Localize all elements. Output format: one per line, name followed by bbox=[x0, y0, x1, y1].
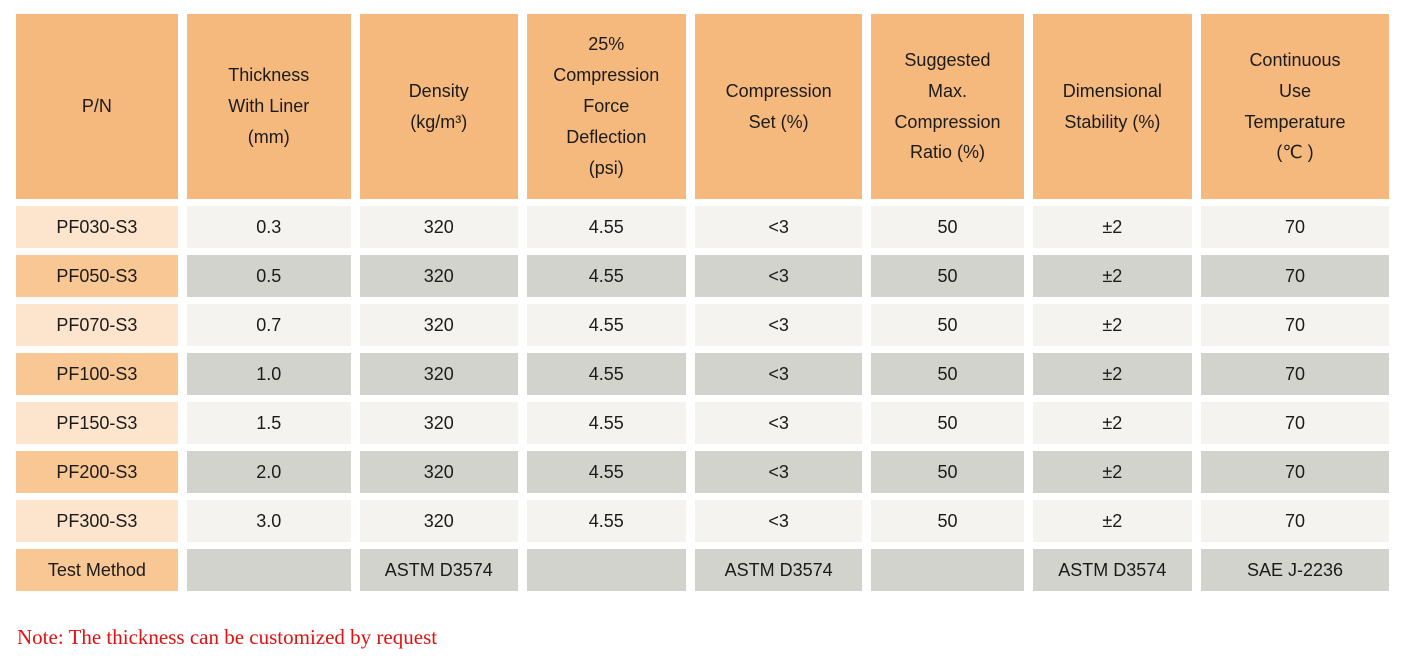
spec-table: P/N Thickness With Liner (mm) Density (kg/… bbox=[7, 7, 1398, 598]
row-test-method: Test Method ASTM D3574 ASTM D3574 ASTM D357… bbox=[16, 549, 1389, 591]
column-header-density: Density (kg/m³) bbox=[359, 14, 518, 199]
value-cell bbox=[871, 549, 1024, 591]
value-cell: 4.55 bbox=[526, 304, 686, 346]
column-header-suggested-max-compression-ratio: Suggested Max. Compression Ratio (%) bbox=[871, 14, 1024, 199]
value-cell: ±2 bbox=[1032, 402, 1192, 444]
value-cell: 50 bbox=[871, 500, 1024, 542]
row-pf100-s3: PF100-S3 1.0 320 4.55 <3 50 ±2 70 bbox=[16, 353, 1389, 395]
value-cell: 320 bbox=[359, 402, 518, 444]
value-cell: 0.3 bbox=[186, 206, 351, 248]
value-cell: 50 bbox=[871, 353, 1024, 395]
value-cell: ±2 bbox=[1032, 255, 1192, 297]
value-cell: <3 bbox=[694, 500, 863, 542]
value-cell: <3 bbox=[694, 353, 863, 395]
row-pf030-s3: PF030-S3 0.3 320 4.55 <3 50 ±2 70 bbox=[16, 206, 1389, 248]
value-cell: 4.55 bbox=[526, 451, 686, 493]
value-cell: 70 bbox=[1200, 255, 1389, 297]
column-header-thickness-with-liner: Thickness With Liner (mm) bbox=[186, 14, 351, 199]
value-cell: 50 bbox=[871, 206, 1024, 248]
value-cell: 320 bbox=[359, 451, 518, 493]
value-cell: 2.0 bbox=[186, 451, 351, 493]
value-cell: <3 bbox=[694, 206, 863, 248]
value-cell: 50 bbox=[871, 402, 1024, 444]
value-cell: <3 bbox=[694, 451, 863, 493]
value-cell: 320 bbox=[359, 255, 518, 297]
value-cell: 4.55 bbox=[526, 353, 686, 395]
value-cell: 320 bbox=[359, 304, 518, 346]
value-cell: ±2 bbox=[1032, 304, 1192, 346]
note-text: Note: The thickness can be customized by… bbox=[17, 625, 438, 649]
row-label: PF050-S3 bbox=[16, 255, 178, 297]
value-cell: ASTM D3574 bbox=[694, 549, 863, 591]
column-header-continuous-use-temperature: Continuous Use Temperature (℃ ) bbox=[1200, 14, 1389, 199]
value-cell: 1.5 bbox=[186, 402, 351, 444]
row-pf300-s3: PF300-S3 3.0 320 4.55 <3 50 ±2 70 bbox=[16, 500, 1389, 542]
value-cell bbox=[186, 549, 351, 591]
value-cell: 70 bbox=[1200, 402, 1389, 444]
row-pf200-s3: PF200-S3 2.0 320 4.55 <3 50 ±2 70 bbox=[16, 451, 1389, 493]
value-cell: 70 bbox=[1200, 304, 1389, 346]
value-cell: 320 bbox=[359, 500, 518, 542]
value-cell: ASTM D3574 bbox=[1032, 549, 1192, 591]
value-cell: <3 bbox=[694, 255, 863, 297]
value-cell: 3.0 bbox=[186, 500, 351, 542]
column-header-compression-set: Compression Set (%) bbox=[694, 14, 863, 199]
value-cell: 1.0 bbox=[186, 353, 351, 395]
value-cell: ASTM D3574 bbox=[359, 549, 518, 591]
value-cell: ±2 bbox=[1032, 451, 1192, 493]
value-cell: 70 bbox=[1200, 500, 1389, 542]
value-cell: SAE J-2236 bbox=[1200, 549, 1389, 591]
value-cell: 320 bbox=[359, 206, 518, 248]
column-header-pn: P/N bbox=[16, 14, 178, 199]
row-pf050-s3: PF050-S3 0.5 320 4.55 <3 50 ±2 70 bbox=[16, 255, 1389, 297]
value-cell: 50 bbox=[871, 255, 1024, 297]
value-cell: 0.5 bbox=[186, 255, 351, 297]
value-cell: <3 bbox=[694, 304, 863, 346]
value-cell: 70 bbox=[1200, 353, 1389, 395]
value-cell: 70 bbox=[1200, 451, 1389, 493]
value-cell: ±2 bbox=[1032, 206, 1192, 248]
row-label: PF030-S3 bbox=[16, 206, 178, 248]
spec-sheet: P/N Thickness With Liner (mm) Density (kg/… bbox=[7, 7, 1398, 649]
row-label: PF070-S3 bbox=[16, 304, 178, 346]
value-cell: 4.55 bbox=[526, 255, 686, 297]
table-body: PF030-S3 0.3 320 4.55 <3 50 ±2 70 PF050-S3 0.5 320… bbox=[16, 206, 1389, 591]
value-cell: 70 bbox=[1200, 206, 1389, 248]
value-cell: 4.55 bbox=[526, 500, 686, 542]
value-cell: <3 bbox=[694, 402, 863, 444]
row-pf150-s3: PF150-S3 1.5 320 4.55 <3 50 ±2 70 bbox=[16, 402, 1389, 444]
row-label: PF200-S3 bbox=[16, 451, 178, 493]
value-cell: 50 bbox=[871, 304, 1024, 346]
column-header-compression-force-deflection: 25% Compression Force Deflection (psi) bbox=[526, 14, 686, 199]
value-cell: 50 bbox=[871, 451, 1024, 493]
value-cell: ±2 bbox=[1032, 353, 1192, 395]
row-label: PF150-S3 bbox=[16, 402, 178, 444]
value-cell: 0.7 bbox=[186, 304, 351, 346]
value-cell: 4.55 bbox=[526, 402, 686, 444]
value-cell: 320 bbox=[359, 353, 518, 395]
value-cell: ±2 bbox=[1032, 500, 1192, 542]
column-header-dimensional-stability: Dimensional Stability (%) bbox=[1032, 14, 1192, 199]
row-label: PF100-S3 bbox=[16, 353, 178, 395]
header-row: P/N Thickness With Liner (mm) Density (kg/… bbox=[16, 14, 1389, 199]
row-pf070-s3: PF070-S3 0.7 320 4.55 <3 50 ±2 70 bbox=[16, 304, 1389, 346]
value-cell bbox=[526, 549, 686, 591]
value-cell: 4.55 bbox=[526, 206, 686, 248]
row-label: PF300-S3 bbox=[16, 500, 178, 542]
row-label: Test Method bbox=[16, 549, 178, 591]
